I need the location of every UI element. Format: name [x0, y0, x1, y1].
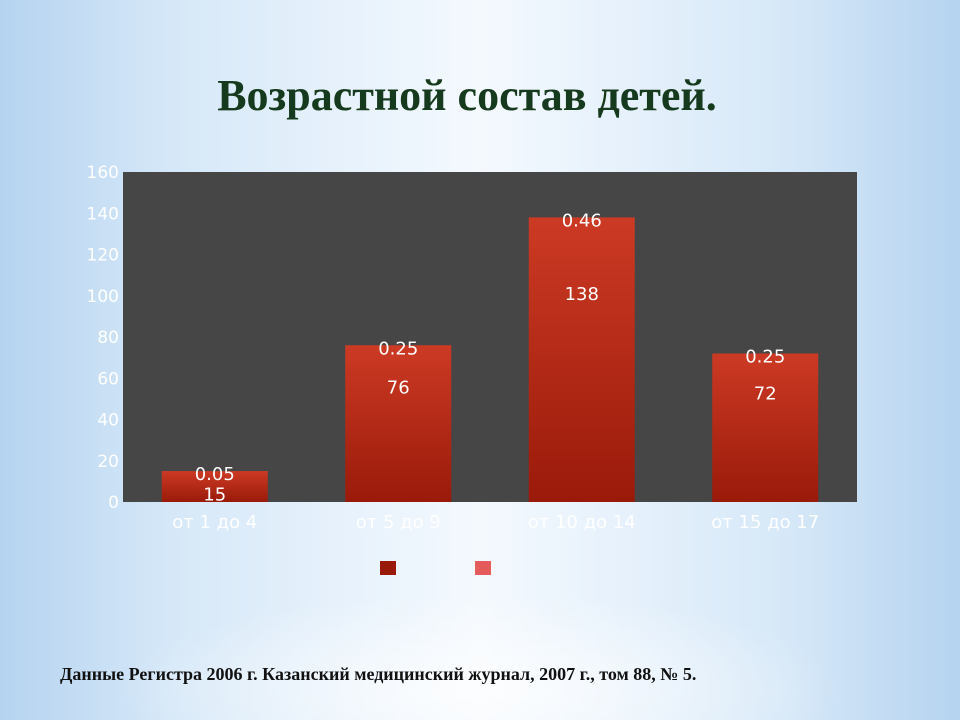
bars [161, 217, 819, 502]
y-tick-label: 40 [97, 411, 119, 431]
x-axis: от 1 до 4 от 5 до 9 от 10 до 14 от 15 до 17 [172, 512, 819, 533]
bar-chart: 0 20 40 60 80 100 120 140 160 150.05 76 0.25 138 0.4… [87, 163, 857, 575]
bar [345, 345, 452, 502]
y-tick-label: 60 [97, 369, 119, 389]
x-tick-label: от 10 до 14 [528, 512, 636, 533]
x-tick-label: от 1 до 4 [172, 512, 257, 533]
legend [380, 561, 491, 575]
y-tick-label: 0 [108, 493, 119, 513]
bar-value-label: 72 [754, 384, 777, 405]
bar [161, 471, 268, 502]
bar-value-label: 76 [387, 378, 410, 399]
legend-swatch-series-2 [475, 561, 491, 575]
source-citation: Данные Регистра 2006 г. Казанский медици… [60, 664, 697, 684]
y-tick-label: 80 [97, 328, 119, 348]
legend-swatch-series-1 [380, 561, 396, 575]
x-tick-label: от 5 до 9 [356, 512, 441, 533]
data-labels: 150.05 76 0.25 138 0.46 72 0.25 [195, 210, 786, 505]
bar-share-label: 0.46 [562, 210, 602, 231]
bar-value-label: 138 [565, 284, 599, 305]
bar-share-label: 0.25 [745, 347, 785, 368]
y-axis: 0 20 40 60 80 100 120 140 160 [87, 163, 119, 513]
y-tick-label: 20 [97, 452, 119, 472]
bar [528, 217, 635, 502]
bar-value-label: 15 [203, 485, 226, 506]
slide-title: Возрастной состав детей. [217, 71, 717, 120]
y-tick-label: 120 [87, 246, 119, 266]
bar-share-label: 0.25 [378, 338, 418, 359]
y-tick-label: 160 [87, 163, 119, 183]
x-tick-label: от 15 до 17 [711, 512, 819, 533]
bar-share-label: 0.05 [195, 464, 235, 485]
y-tick-label: 140 [87, 204, 119, 224]
y-tick-label: 100 [87, 287, 119, 307]
bar [712, 353, 819, 502]
